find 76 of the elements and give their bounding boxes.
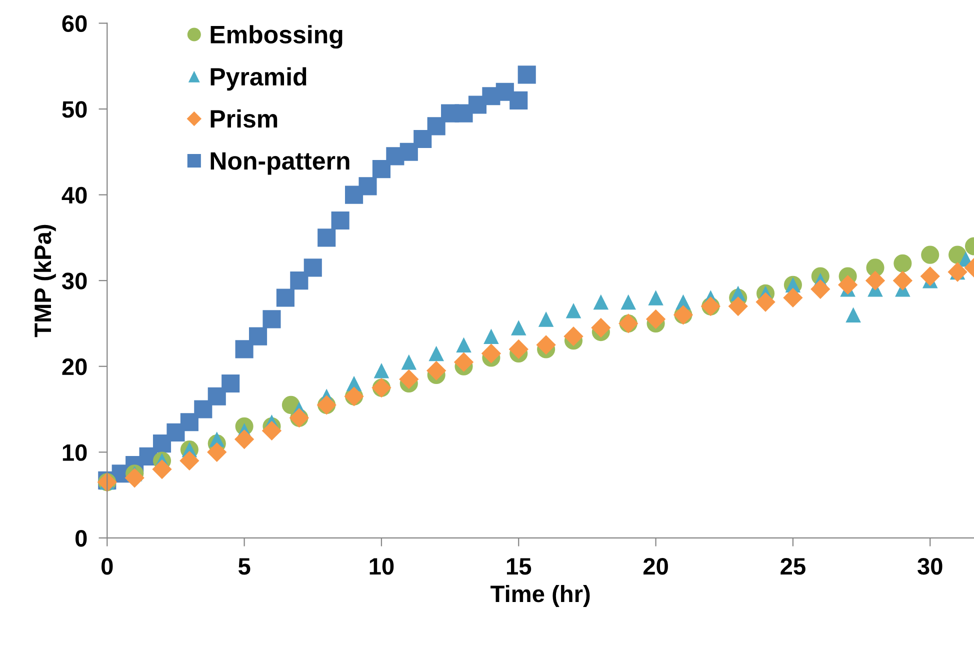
point xyxy=(566,302,582,318)
x-tick-label: 20 xyxy=(643,558,668,575)
y-tick-label: 40 xyxy=(62,186,87,204)
point xyxy=(180,413,198,432)
point xyxy=(454,352,474,372)
x-tick-label: 30 xyxy=(918,558,942,575)
point xyxy=(591,318,611,338)
point xyxy=(865,270,886,290)
y-tick-label: 50 xyxy=(62,101,87,118)
y-tick-label: 20 xyxy=(62,358,87,376)
point xyxy=(207,442,227,462)
point xyxy=(838,275,858,295)
x-tick-label: 5 xyxy=(238,558,250,575)
point xyxy=(892,270,912,290)
point xyxy=(920,266,940,286)
point xyxy=(518,66,536,84)
point xyxy=(646,309,666,329)
legend-label: Embossing xyxy=(210,25,342,49)
point xyxy=(194,400,212,418)
y-tick-label: 60 xyxy=(62,15,87,32)
point xyxy=(124,468,144,488)
legend-label: Pyramid xyxy=(210,67,306,91)
point xyxy=(510,320,526,336)
point xyxy=(208,387,226,406)
point xyxy=(248,327,268,346)
point xyxy=(358,177,377,196)
point xyxy=(648,290,664,306)
point xyxy=(484,328,499,344)
point xyxy=(456,337,472,353)
x-tick-label: 25 xyxy=(780,558,806,575)
point xyxy=(428,346,444,362)
point xyxy=(399,369,419,390)
y-axis-title: TMP (kPa) xyxy=(34,224,56,338)
point xyxy=(846,307,861,323)
x-axis-title: Time (hr) xyxy=(490,584,590,607)
point xyxy=(235,340,254,358)
point xyxy=(276,288,294,307)
point xyxy=(304,258,322,277)
point xyxy=(593,294,609,310)
y-tick-label: 10 xyxy=(62,444,87,461)
x-tick-label: 15 xyxy=(506,558,532,575)
legend-label: Prism xyxy=(210,109,278,128)
y-tick-label: 0 xyxy=(76,530,87,547)
point xyxy=(810,279,830,299)
point xyxy=(921,246,940,264)
legend-label: Non-pattern xyxy=(210,152,350,175)
point xyxy=(234,429,254,450)
point xyxy=(426,360,446,380)
point xyxy=(262,420,282,441)
point xyxy=(508,339,528,360)
point xyxy=(318,228,336,247)
point xyxy=(620,294,636,310)
point xyxy=(481,344,502,364)
point xyxy=(290,272,308,290)
point xyxy=(728,296,748,316)
point xyxy=(510,91,528,110)
point xyxy=(372,160,390,178)
point xyxy=(894,254,912,272)
point xyxy=(401,354,417,370)
point xyxy=(152,459,172,480)
point xyxy=(262,310,281,328)
point xyxy=(180,450,200,471)
point xyxy=(400,142,418,161)
point xyxy=(536,335,556,355)
point xyxy=(414,130,432,148)
point xyxy=(538,312,554,327)
point xyxy=(374,363,390,378)
y-tick-label: 30 xyxy=(62,272,87,290)
x-tick-label: 0 xyxy=(102,558,113,575)
point xyxy=(427,117,446,136)
x-tick-label: 10 xyxy=(370,558,394,575)
point xyxy=(331,211,350,230)
point xyxy=(222,374,240,393)
point xyxy=(783,288,803,308)
point xyxy=(564,326,584,346)
point xyxy=(756,292,776,312)
